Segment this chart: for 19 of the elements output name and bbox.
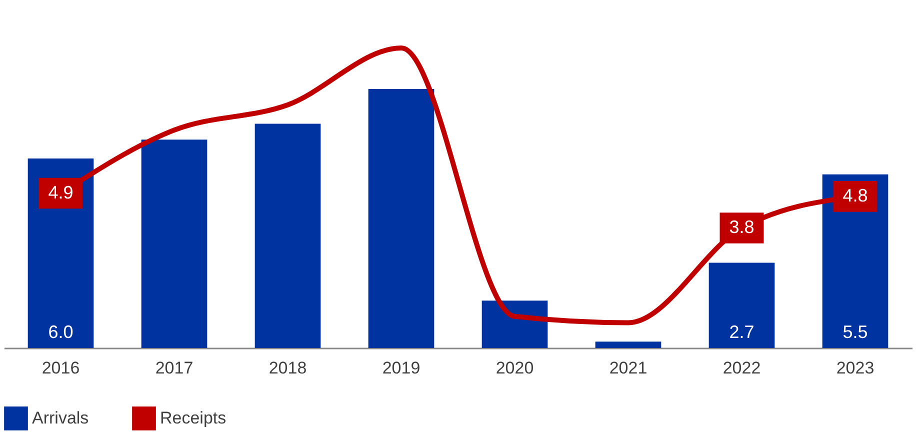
x-tick-label: 2019	[382, 358, 420, 378]
bar	[482, 300, 548, 348]
data-label: 2.7	[729, 322, 754, 342]
x-tick-label: 2023	[836, 358, 874, 378]
bar	[708, 262, 775, 348]
legend-label: Arrivals	[32, 408, 89, 428]
x-tick-label: 2020	[496, 358, 534, 378]
bar	[595, 342, 662, 348]
x-tick-label: 2022	[722, 358, 761, 378]
x-tick-label: 2018	[268, 358, 307, 378]
data-label: 5.5	[842, 322, 868, 342]
x-tick-label: 2021	[609, 358, 648, 378]
legend-label: Receipts	[160, 408, 226, 428]
bar	[368, 89, 434, 348]
bar	[254, 124, 321, 348]
x-tick-label: 2017	[155, 358, 194, 378]
bar	[141, 140, 208, 348]
x-tick-label: 2016	[42, 358, 80, 378]
data-label: 6.0	[48, 322, 74, 342]
